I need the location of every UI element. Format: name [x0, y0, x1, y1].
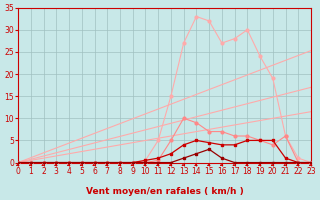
X-axis label: Vent moyen/en rafales ( km/h ): Vent moyen/en rafales ( km/h ) — [86, 187, 244, 196]
